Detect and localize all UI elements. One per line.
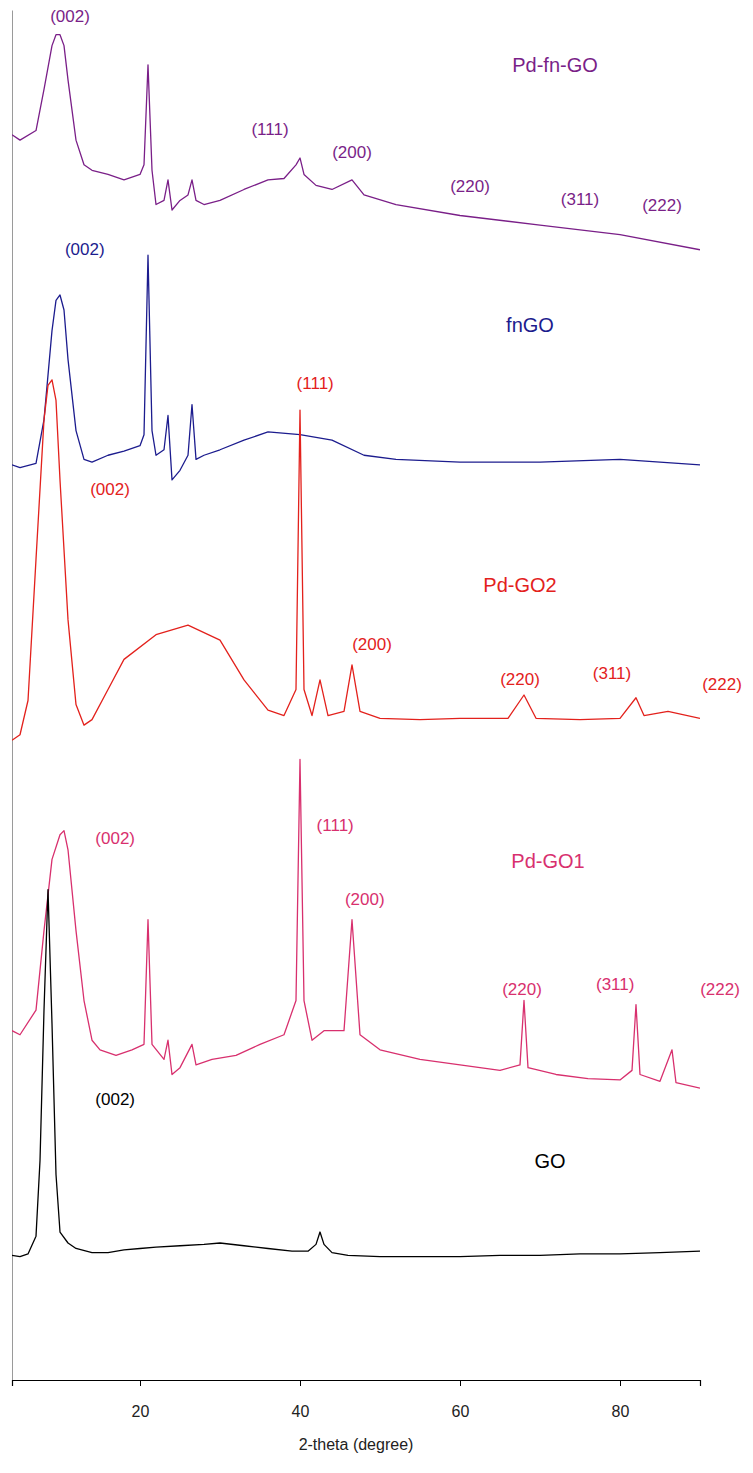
series-label: Pd-fn-GO <box>512 54 598 76</box>
peak-label: (002) <box>95 829 135 848</box>
series-labels: Pd-fn-GO fnGO Pd-GO2 Pd-GO1 GO <box>483 54 597 1172</box>
series-label: Pd-GO1 <box>511 850 584 872</box>
peak-label: (311) <box>593 664 631 683</box>
xrd-trace <box>12 380 700 740</box>
x-tick-mark <box>140 1380 141 1386</box>
peak-label: (222) <box>702 675 742 694</box>
x-tick: 60 <box>452 1380 470 1420</box>
xrd-trace <box>12 255 700 480</box>
peak-label: (111) <box>297 374 334 393</box>
peak-label: (002) <box>90 480 130 499</box>
peak-label: (111) <box>317 816 354 835</box>
peak-label: (200) <box>345 890 385 909</box>
peak-label: (220) <box>502 980 542 999</box>
peak-label: (111) <box>251 120 288 139</box>
x-tick-mark <box>300 1380 301 1386</box>
chart: 20 40 60 80 2-theta (degree) Pd-fn-GO fnGO Pd-G… <box>0 0 753 1473</box>
peak-label: (220) <box>500 670 540 689</box>
x-tick: 40 <box>292 1380 310 1420</box>
peak-label: (002) <box>50 7 90 26</box>
x-tick-label: 60 <box>452 1403 470 1420</box>
peak-label: (311) <box>596 975 634 994</box>
peak-label: (200) <box>332 143 372 162</box>
x-tick-label: 40 <box>292 1403 310 1420</box>
peak-label: (002) <box>95 1090 135 1109</box>
x-tick-mark <box>460 1380 461 1386</box>
series-label: fnGO <box>506 314 554 336</box>
peak-labels: (002) (111) (200) (220) (311) (222) (002) (002)… <box>50 7 742 1108</box>
x-axis-line <box>13 1381 701 1387</box>
peak-label: (002) <box>65 240 105 259</box>
xrd-trace <box>12 35 700 250</box>
x-tick-mark <box>620 1380 621 1386</box>
x-tick-label: 80 <box>612 1403 630 1420</box>
plot-area <box>12 35 700 1257</box>
xrd-trace <box>12 759 700 1088</box>
peak-label: (222) <box>642 196 682 215</box>
y-axis-line <box>12 11 13 1381</box>
x-tick: 80 <box>612 1380 630 1420</box>
series-label: Pd-GO2 <box>483 574 556 596</box>
background <box>0 0 753 1473</box>
peak-label: (220) <box>450 177 490 196</box>
y-axis <box>12 11 13 1381</box>
peak-label: (222) <box>700 980 740 999</box>
peak-label: (200) <box>352 635 392 654</box>
series-label: GO <box>534 1150 565 1172</box>
peak-label: (311) <box>561 190 599 209</box>
xrd-trace <box>12 890 700 1257</box>
x-tick: 20 <box>132 1380 150 1420</box>
x-axis: 20 40 60 80 <box>13 1380 701 1420</box>
x-axis-title: 2-theta (degree) <box>299 1436 414 1453</box>
x-tick-label: 20 <box>132 1403 150 1420</box>
